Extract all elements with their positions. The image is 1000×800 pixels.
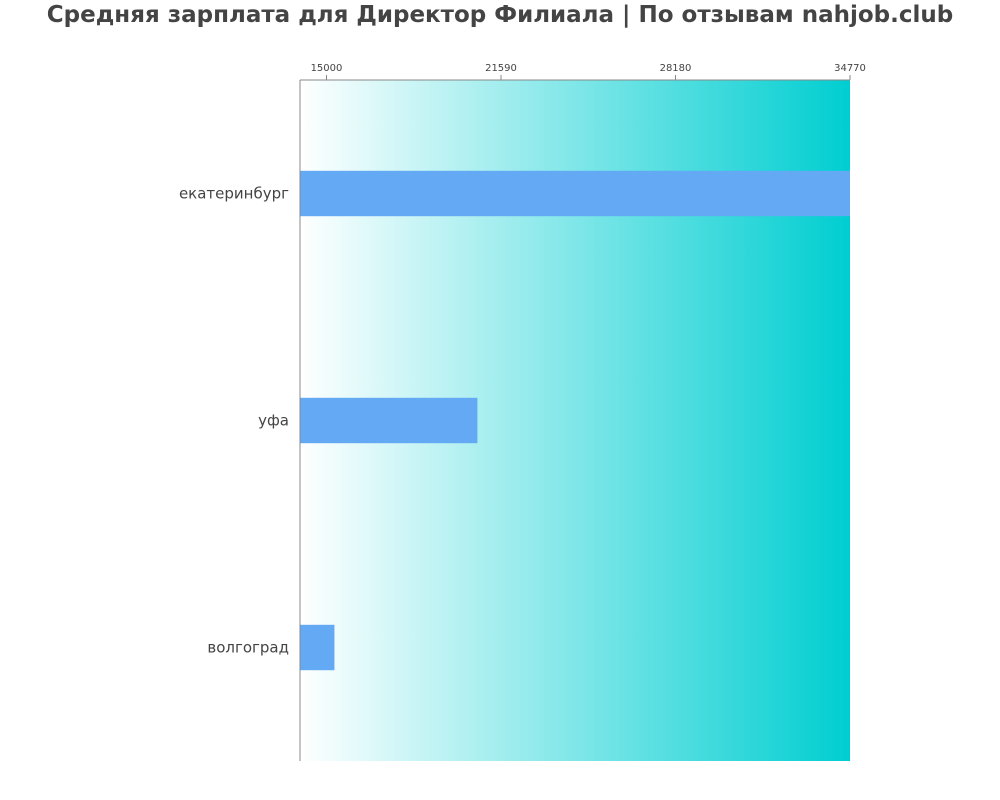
bar: [300, 624, 335, 671]
x-tick-label: 28180: [660, 63, 692, 74]
bar: [300, 170, 850, 217]
chart-title: Средняя зарплата для Директор Филиала | …: [46, 2, 954, 28]
category-label: уфа: [258, 412, 289, 430]
x-tick-label: 15000: [311, 63, 343, 74]
category-label: екатеринбург: [179, 185, 289, 203]
category-label: волгоград: [207, 639, 289, 657]
bar: [300, 397, 478, 444]
x-tick-label: 34770: [834, 63, 866, 74]
x-tick-label: 21590: [485, 63, 517, 74]
